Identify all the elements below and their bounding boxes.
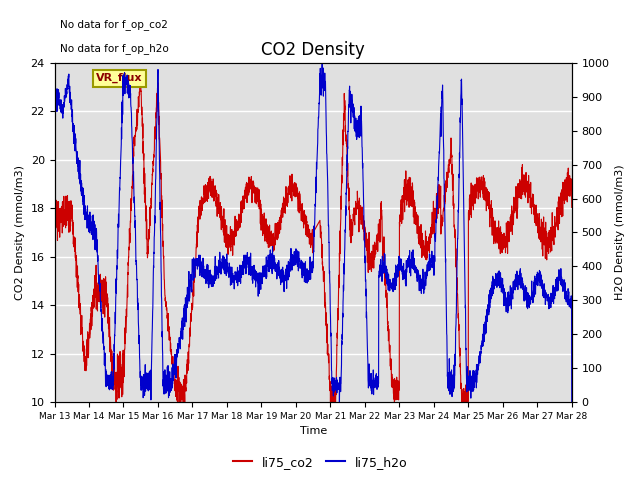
Text: No data for f_op_co2: No data for f_op_co2 xyxy=(60,19,168,30)
Legend: li75_co2, li75_h2o: li75_co2, li75_h2o xyxy=(228,451,412,474)
Text: VR_flux: VR_flux xyxy=(96,73,143,84)
X-axis label: Time: Time xyxy=(300,426,327,436)
Y-axis label: H2O Density (mmol/m3): H2O Density (mmol/m3) xyxy=(615,165,625,300)
Title: CO2 Density: CO2 Density xyxy=(261,41,365,59)
Y-axis label: CO2 Density (mmol/m3): CO2 Density (mmol/m3) xyxy=(15,165,25,300)
Text: No data for f_op_h2o: No data for f_op_h2o xyxy=(60,43,168,54)
